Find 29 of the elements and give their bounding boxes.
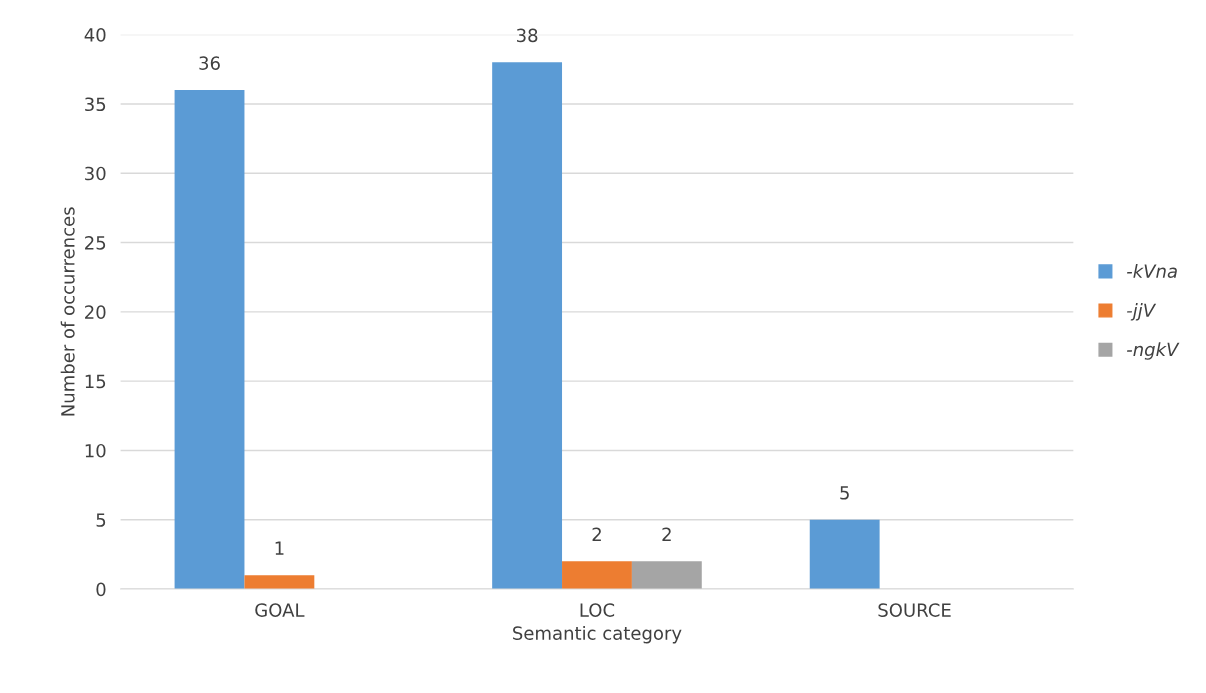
y-tick-label: 10 bbox=[85, 443, 106, 458]
x-tick-label: SOURCE bbox=[878, 603, 951, 617]
legend-label: -jjV bbox=[1127, 303, 1157, 321]
bar bbox=[174, 90, 245, 590]
y-tick-label: 5 bbox=[96, 513, 106, 527]
x-axis-title: Semantic category bbox=[513, 625, 682, 644]
data-label: 2 bbox=[662, 527, 671, 541]
data-label: 2 bbox=[592, 527, 601, 541]
y-tick-label: 20 bbox=[85, 305, 106, 319]
y-tick-label: 30 bbox=[85, 166, 106, 181]
x-tick-label: LOC bbox=[580, 603, 615, 617]
bar bbox=[631, 561, 702, 590]
data-label: 38 bbox=[516, 28, 538, 43]
bar bbox=[562, 561, 632, 590]
y-tick-label: 40 bbox=[84, 28, 106, 42]
y-tick-label: 25 bbox=[85, 236, 106, 250]
data-label: 36 bbox=[199, 56, 220, 70]
bar bbox=[244, 575, 315, 590]
bar bbox=[809, 519, 880, 590]
data-label: 1 bbox=[275, 541, 284, 555]
y-tick-label: 0 bbox=[96, 582, 106, 597]
y-tick-label: 35 bbox=[85, 97, 106, 112]
legend-label: -ngkV bbox=[1127, 342, 1180, 360]
y-axis-title: Number of occurrences bbox=[60, 207, 75, 416]
y-tick-label: 15 bbox=[85, 374, 106, 389]
x-tick-label: GOAL bbox=[255, 603, 305, 617]
bar bbox=[492, 62, 563, 590]
data-label: 5 bbox=[840, 486, 849, 500]
legend-label: -kVna bbox=[1127, 263, 1177, 278]
